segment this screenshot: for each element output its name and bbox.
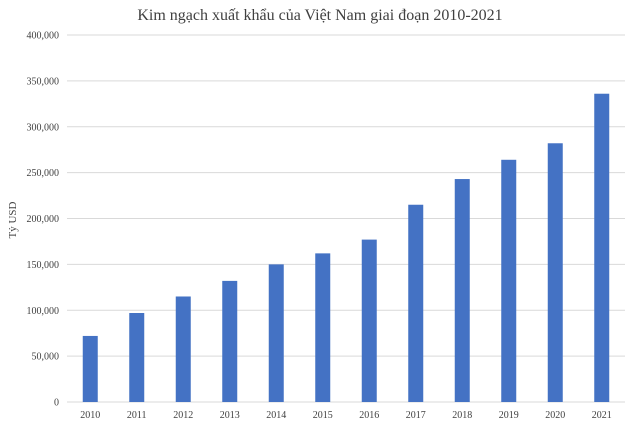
x-tick-label: 2012 xyxy=(173,410,193,421)
bars xyxy=(82,93,610,402)
x-tick-label: 2013 xyxy=(220,410,240,421)
x-tick-label: 2015 xyxy=(313,410,333,421)
bar-2010 xyxy=(82,335,98,402)
bar-2019 xyxy=(501,159,517,402)
y-axis-ticks: 0 50,000 100,000 150,000 200,000 250,000 300,0… xyxy=(27,31,60,409)
y-tick-label: 300,000 xyxy=(27,122,60,133)
bar-2016 xyxy=(361,239,377,402)
y-tick-label: 350,000 xyxy=(27,76,60,87)
y-axis-label: Tỷ USD xyxy=(7,201,19,238)
y-tick-label: 50,000 xyxy=(32,352,60,363)
x-tick-label: 2010 xyxy=(80,410,100,421)
y-tick-label: 100,000 xyxy=(27,306,60,317)
x-tick-label: 2018 xyxy=(452,410,472,421)
y-tick-label: 200,000 xyxy=(27,214,60,225)
y-tick-label: 0 xyxy=(54,398,59,409)
chart-title: Kim ngạch xuất khẩu của Việt Nam giai đo… xyxy=(137,7,502,24)
y-tick-label: 400,000 xyxy=(27,31,60,42)
bar-2012 xyxy=(175,296,191,402)
bar-2014 xyxy=(268,264,284,402)
bar-2021 xyxy=(594,93,610,402)
bar-2020 xyxy=(547,143,563,402)
y-tick-label: 150,000 xyxy=(27,260,60,271)
x-tick-label: 2019 xyxy=(499,410,519,421)
bar-2017 xyxy=(408,204,424,402)
bar-2018 xyxy=(454,179,470,402)
bar-2013 xyxy=(222,280,238,402)
x-tick-label: 2017 xyxy=(406,410,426,421)
bar-2015 xyxy=(315,253,331,402)
x-tick-label: 2011 xyxy=(127,410,147,421)
x-tick-label: 2020 xyxy=(545,410,565,421)
x-axis-ticks: 2010 2011 2012 2013 2014 2015 2016 2017 2018 2019… xyxy=(80,410,612,421)
gridlines xyxy=(67,34,625,403)
y-tick-label: 250,000 xyxy=(27,168,60,179)
bar-2011 xyxy=(129,313,145,402)
x-tick-label: 2021 xyxy=(592,410,612,421)
x-tick-label: 2016 xyxy=(359,410,379,421)
x-tick-label: 2014 xyxy=(266,410,286,421)
